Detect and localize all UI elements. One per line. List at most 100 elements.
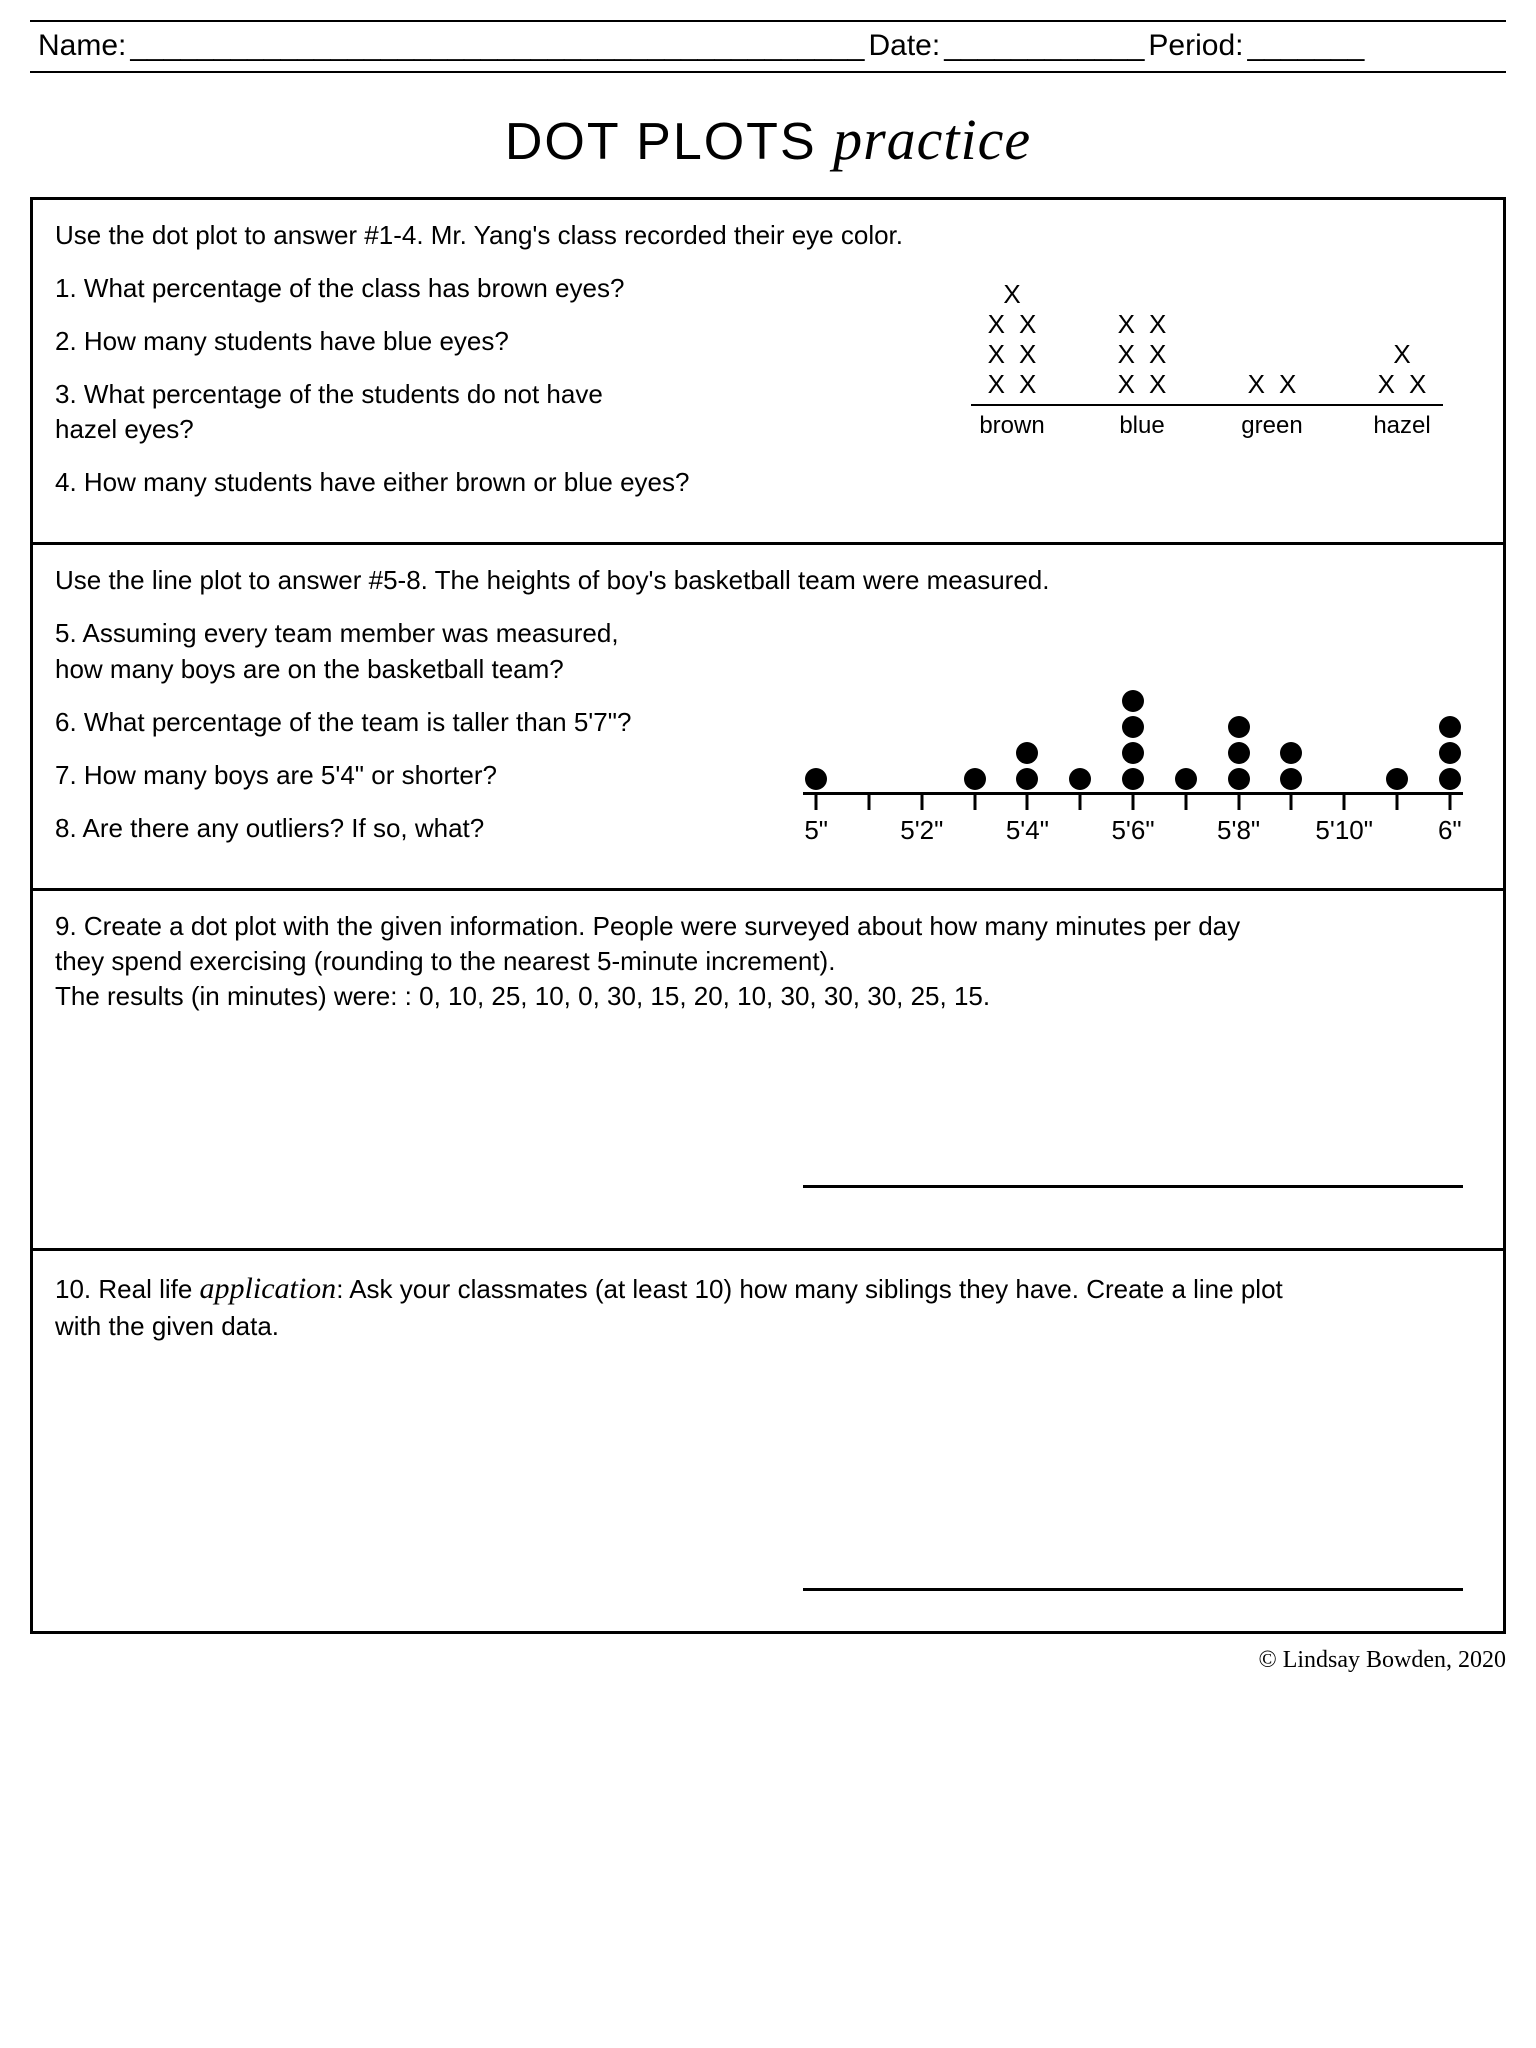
dot-mark xyxy=(1280,742,1302,764)
axis-tick xyxy=(1396,792,1399,810)
section-2: Use the line plot to answer #5-8. The he… xyxy=(33,545,1503,891)
lineplot-column xyxy=(1280,742,1302,792)
xplot-row: XX xyxy=(1118,340,1167,370)
x-mark: X xyxy=(1378,367,1395,402)
eye-color-dot-plot: XXXXXXXXXXXXXXXXXX brownbluegreenhazel xyxy=(971,280,1443,442)
axis-label: 5'6" xyxy=(1111,813,1154,848)
lineplot-column xyxy=(1016,742,1038,792)
dot-mark xyxy=(1175,768,1197,790)
axis-tick xyxy=(920,792,923,810)
q10-line1: 10. Real life application: Ask your clas… xyxy=(55,1269,1481,1310)
q9-line2: they spend exercising (rounding to the n… xyxy=(55,944,1481,979)
dot-mark xyxy=(1439,768,1461,790)
axis-label: 5'8" xyxy=(1217,813,1260,848)
worksheet-container: Use the dot plot to answer #1-4. Mr. Yan… xyxy=(30,197,1506,1634)
xplot-row: X xyxy=(1393,340,1410,370)
dot-mark xyxy=(1016,742,1038,764)
section-1: Use the dot plot to answer #1-4. Mr. Yan… xyxy=(33,200,1503,546)
xplot-row: XX xyxy=(1118,310,1167,340)
lineplot-column xyxy=(805,768,827,792)
axis-tick xyxy=(1237,792,1240,810)
dot-mark xyxy=(1228,716,1250,738)
q4: 4. How many students have either brown o… xyxy=(55,465,1481,500)
axis-label: 5" xyxy=(804,813,828,848)
x-mark: X xyxy=(1019,367,1036,402)
dot-mark xyxy=(1280,768,1302,790)
x-mark: X xyxy=(1279,367,1296,402)
xplot-label: hazel xyxy=(1367,410,1437,442)
lineplot-column xyxy=(1228,716,1250,792)
section-3: 9. Create a dot plot with the given info… xyxy=(33,891,1503,1251)
period-blank[interactable]: _______ xyxy=(1247,26,1364,67)
dot-mark xyxy=(1228,742,1250,764)
dot-mark xyxy=(1439,716,1461,738)
dot-mark xyxy=(1439,742,1461,764)
lineplot-column xyxy=(1069,768,1091,792)
answer-line-9[interactable] xyxy=(803,1185,1463,1188)
x-mark: X xyxy=(1118,367,1135,402)
xplot-label: green xyxy=(1237,410,1307,442)
xplot-row: XX xyxy=(1248,370,1297,400)
xplot-label: blue xyxy=(1107,410,1177,442)
axis-tick xyxy=(1026,792,1029,810)
axis-tick xyxy=(868,792,871,810)
axis-tick xyxy=(1343,792,1346,810)
xplot-row: XX xyxy=(988,370,1037,400)
axis-tick xyxy=(1184,792,1187,810)
s2-intro: Use the line plot to answer #5-8. The he… xyxy=(55,563,1481,598)
axis-tick xyxy=(973,792,976,810)
dot-mark xyxy=(805,768,827,790)
axis-label: 5'4" xyxy=(1006,813,1049,848)
header-bar: Name: __________________________________… xyxy=(30,20,1506,73)
lineplot-column xyxy=(1175,768,1197,792)
xplot-column: XX xyxy=(1237,280,1307,400)
dot-mark xyxy=(1386,768,1408,790)
axis-tick xyxy=(1079,792,1082,810)
axis-tick xyxy=(1132,792,1135,810)
xplot-row: XX xyxy=(1118,370,1167,400)
lineplot-column xyxy=(964,768,986,792)
q9-line1: 9. Create a dot plot with the given info… xyxy=(55,909,1481,944)
q10-rest: : Ask your classmates (at least 10) how … xyxy=(336,1274,1283,1304)
xplot-row: XX xyxy=(988,310,1037,340)
xplot-row: XX xyxy=(988,340,1037,370)
lineplot-column xyxy=(1386,768,1408,792)
x-mark: X xyxy=(1409,367,1426,402)
q10-script: application xyxy=(200,1272,337,1305)
x-mark: X xyxy=(1149,367,1166,402)
axis-label: 5'2" xyxy=(900,813,943,848)
xplot-column: XXX xyxy=(1367,280,1437,400)
heights-line-plot: 5"5'2"5'4"5'6"5'8"5'10"6" xyxy=(803,665,1463,843)
dot-mark xyxy=(1228,768,1250,790)
section-4: 10. Real life application: Ask your clas… xyxy=(33,1251,1503,1631)
dot-mark xyxy=(1122,742,1144,764)
lineplot-column xyxy=(1439,716,1461,792)
dot-mark xyxy=(1122,768,1144,790)
date-blank[interactable]: ____________ xyxy=(944,26,1144,67)
copyright: © Lindsay Bowden, 2020 xyxy=(30,1644,1506,1676)
q9-line3: The results (in minutes) were: : 0, 10, … xyxy=(55,979,1481,1014)
title-script: practice xyxy=(833,107,1031,172)
x-mark: X xyxy=(988,367,1005,402)
dot-mark xyxy=(1122,690,1144,712)
axis-label: 6" xyxy=(1438,813,1462,848)
q10-line2: with the given data. xyxy=(55,1309,1481,1344)
name-blank[interactable]: ________________________________________… xyxy=(130,26,864,67)
s1-intro: Use the dot plot to answer #1-4. Mr. Yan… xyxy=(55,218,1481,253)
dot-mark xyxy=(1069,768,1091,790)
axis-tick xyxy=(1448,792,1451,810)
xplot-row: XX xyxy=(1378,370,1427,400)
dot-mark xyxy=(1016,768,1038,790)
axis-tick xyxy=(815,792,818,810)
name-label: Name: xyxy=(38,26,126,67)
q5-line1: 5. Assuming every team member was measur… xyxy=(55,616,1481,651)
axis-label: 5'10" xyxy=(1315,813,1373,848)
period-label: Period: xyxy=(1148,26,1243,67)
answer-line-10[interactable] xyxy=(803,1588,1463,1591)
title-main: DOT PLOTS xyxy=(505,113,817,171)
page-title: DOT PLOTS practice xyxy=(30,101,1506,179)
x-mark: X xyxy=(1248,367,1265,402)
q10-prefix: 10. Real life xyxy=(55,1274,200,1304)
xplot-column: XXXXXX xyxy=(1107,280,1177,400)
xplot-row: X xyxy=(1003,280,1020,310)
